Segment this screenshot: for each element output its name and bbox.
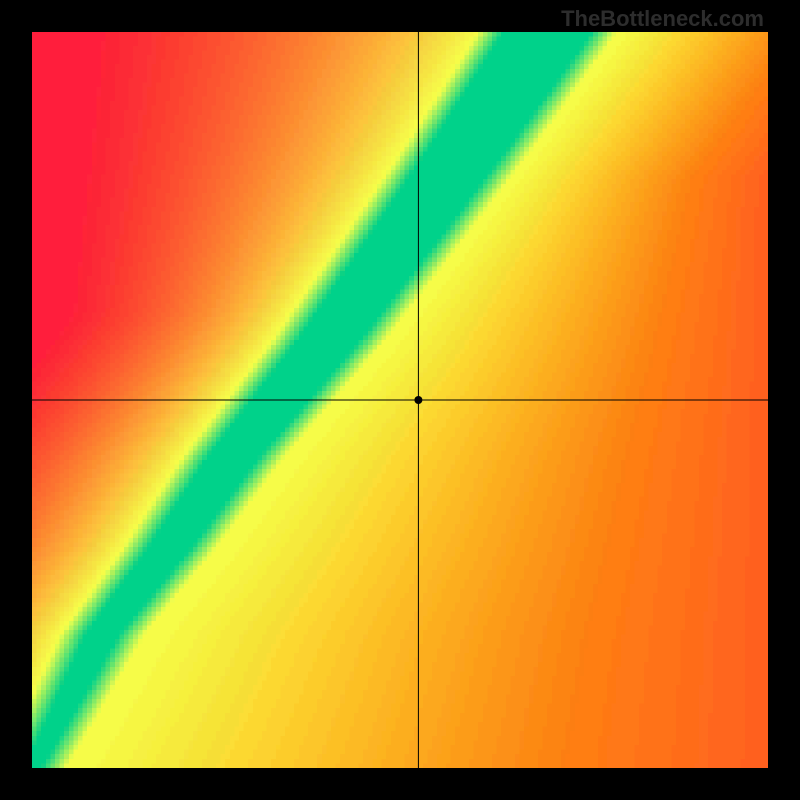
chart-stage: TheBottleneck.com	[0, 0, 800, 800]
watermark-text: TheBottleneck.com	[561, 6, 764, 32]
bottleneck-heatmap	[32, 32, 768, 768]
